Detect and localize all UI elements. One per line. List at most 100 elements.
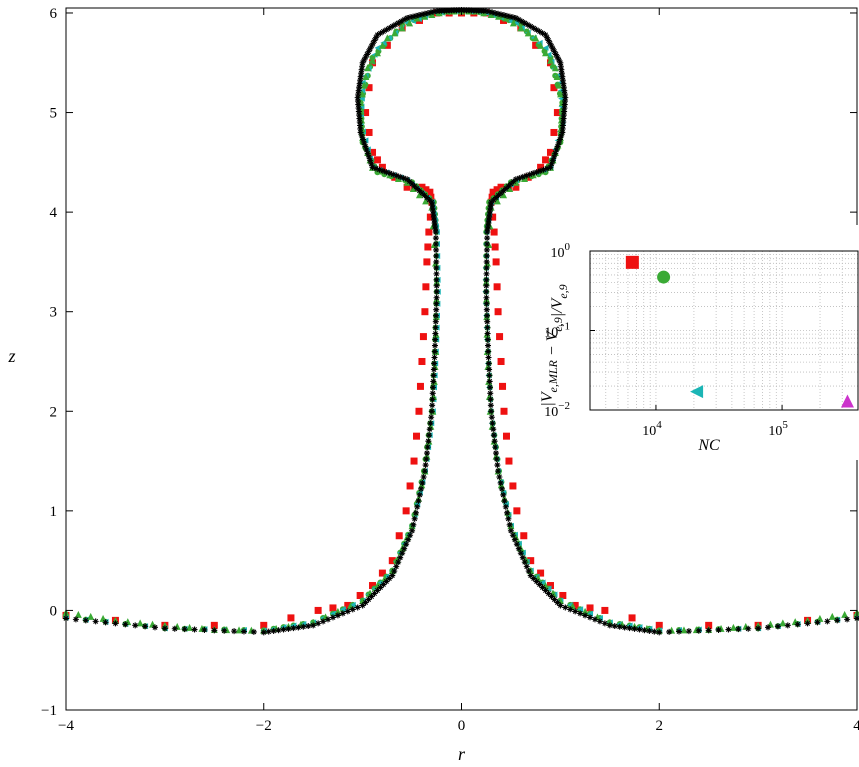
data-point — [386, 25, 393, 32]
data-point — [201, 626, 208, 633]
data-point — [413, 432, 421, 440]
data-point — [504, 509, 511, 516]
data-point — [483, 264, 490, 271]
data-point — [240, 628, 247, 635]
data-point — [779, 619, 787, 627]
data-point — [433, 300, 440, 307]
data-point — [411, 515, 418, 522]
data-point — [112, 620, 119, 627]
data-point — [378, 569, 386, 577]
data-point — [537, 569, 545, 577]
data-point — [231, 628, 238, 635]
data-point — [365, 596, 372, 603]
data-point — [493, 450, 500, 457]
data-point — [560, 112, 567, 119]
data-point — [794, 621, 801, 628]
data-point — [359, 87, 366, 94]
data-point — [368, 593, 375, 600]
data-point — [561, 91, 568, 98]
data-point — [373, 156, 381, 164]
data-point — [539, 579, 546, 586]
data-point — [357, 73, 364, 80]
data-point — [421, 468, 428, 475]
data-point — [824, 618, 831, 625]
data-point — [489, 213, 497, 221]
data-point — [430, 366, 437, 373]
data-point — [74, 610, 82, 618]
data-point — [355, 105, 362, 112]
data-point — [412, 509, 419, 516]
data-point — [287, 614, 295, 622]
data-point — [501, 12, 508, 19]
inset-chart: 104 105 100 10−1 10−2 NC |Ve,MLR − Ve,9|/Ve,… — [520, 225, 859, 460]
data-point — [490, 432, 497, 439]
data-point — [489, 420, 496, 427]
data-point — [421, 192, 428, 199]
data-point — [483, 246, 490, 253]
data-point — [557, 602, 564, 609]
data-point — [361, 56, 368, 63]
data-point — [92, 618, 99, 625]
data-point — [542, 31, 549, 38]
data-point — [586, 604, 594, 612]
data-point — [841, 610, 849, 618]
data-point — [545, 37, 552, 44]
data-point — [362, 109, 370, 117]
main-axes: −4 −2 0 2 4 −1 0 1 2 3 4 5 6 — [41, 6, 859, 734]
data-point — [523, 172, 530, 179]
data-point — [393, 563, 400, 570]
data-point — [562, 94, 569, 101]
data-point — [485, 354, 492, 361]
x-tick-label: −4 — [58, 718, 74, 734]
data-point — [626, 625, 633, 632]
data-point — [383, 578, 390, 585]
data-point — [395, 20, 402, 27]
data-point — [430, 378, 437, 385]
data-point — [365, 84, 373, 92]
data-point — [519, 554, 526, 561]
data-point — [498, 11, 505, 18]
data-point — [505, 183, 512, 190]
data-point — [491, 243, 499, 251]
data-point — [483, 294, 490, 301]
data-point — [495, 192, 502, 199]
data-point — [413, 12, 420, 19]
data-point — [651, 628, 658, 635]
data-point — [72, 616, 79, 623]
inset-x-tick-label: 104 — [642, 419, 662, 439]
data-point — [393, 172, 400, 179]
data-point — [358, 90, 366, 98]
data-point — [421, 10, 428, 17]
data-point — [558, 132, 565, 139]
data-point — [371, 37, 378, 44]
main-plot-marks — [62, 6, 859, 636]
data-point — [260, 629, 267, 636]
data-point — [285, 625, 292, 632]
data-point — [362, 72, 370, 80]
inset-data-point — [840, 394, 854, 408]
data-point — [305, 623, 312, 630]
data-point — [521, 559, 528, 566]
data-point — [410, 457, 418, 465]
data-point — [487, 390, 494, 397]
data-point — [527, 572, 534, 579]
data-point — [502, 14, 510, 22]
data-point — [362, 143, 369, 150]
data-point — [542, 587, 549, 594]
data-point — [552, 150, 559, 157]
data-point — [555, 139, 562, 146]
data-point — [509, 532, 516, 539]
data-point — [484, 312, 491, 319]
data-point — [398, 18, 405, 25]
data-point — [329, 610, 336, 617]
data-point — [406, 482, 414, 490]
data-point — [405, 536, 412, 543]
data-point — [484, 336, 491, 343]
data-point — [487, 10, 495, 18]
data-point — [532, 41, 540, 49]
data-point — [415, 407, 423, 415]
data-point — [419, 333, 427, 341]
data-point — [611, 623, 618, 630]
inset-data-point — [690, 385, 704, 399]
data-point — [102, 619, 109, 626]
